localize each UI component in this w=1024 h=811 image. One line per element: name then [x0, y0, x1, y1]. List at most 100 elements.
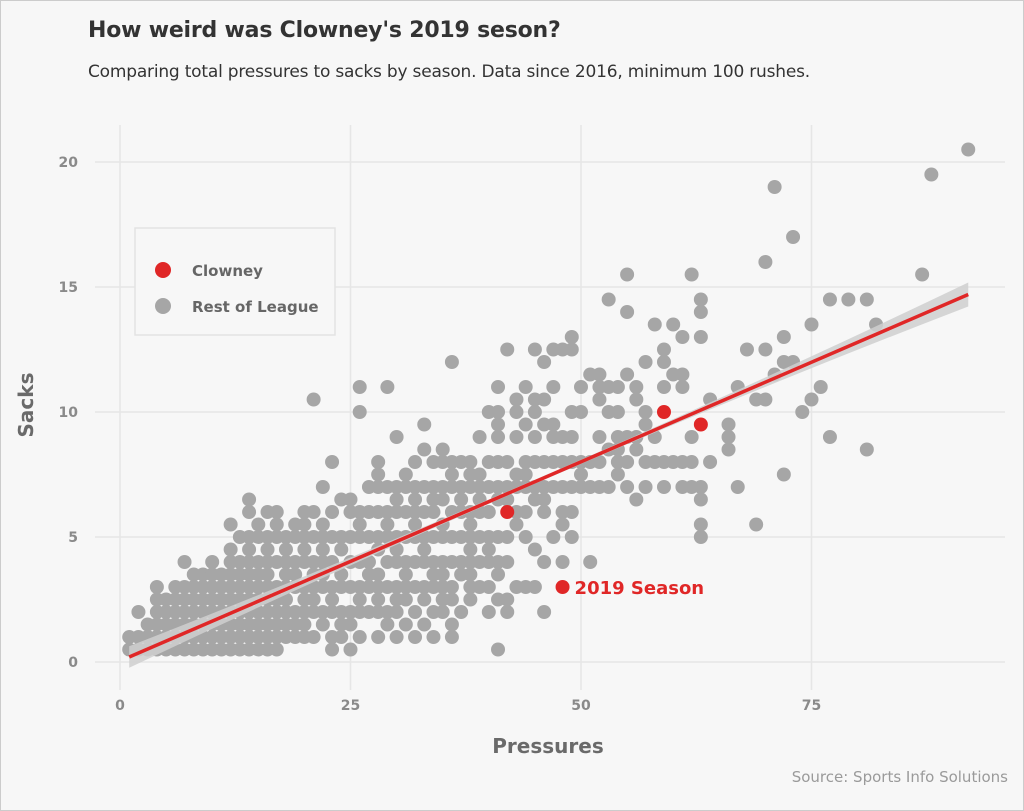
rest-of-league-point	[491, 417, 506, 432]
x-tick-label: 50	[571, 698, 591, 714]
rest-of-league-point	[325, 592, 340, 607]
x-tick-label: 75	[802, 698, 821, 714]
rest-of-league-point	[408, 517, 423, 532]
rest-of-league-point	[297, 542, 312, 557]
rest-of-league-point	[822, 292, 837, 307]
rest-of-league-point	[242, 492, 257, 507]
rest-of-league-point	[527, 342, 542, 357]
rest-of-league-point	[564, 430, 579, 444]
regression-line	[128, 292, 969, 659]
rest-of-league-point	[481, 505, 496, 519]
x-axis-label: Pressures	[492, 734, 603, 758]
rest-of-league-point	[638, 405, 653, 419]
rest-of-league-point	[491, 380, 506, 394]
rest-of-league-point	[325, 505, 340, 519]
rest-of-league-point	[721, 442, 736, 457]
rest-of-league-point	[325, 455, 340, 469]
rest-of-league-point	[444, 467, 459, 482]
rest-of-league-point	[537, 605, 552, 619]
rest-of-league-point	[518, 505, 533, 519]
rest-of-league-point	[555, 517, 570, 532]
rest-of-league-point	[629, 442, 644, 457]
rest-of-league-point	[500, 555, 515, 569]
rest-of-league-point	[463, 517, 478, 532]
rest-of-league-point	[389, 492, 404, 507]
rest-of-league-point	[574, 380, 588, 394]
rest-of-league-point	[463, 592, 478, 607]
rest-of-league-point	[352, 630, 367, 644]
rest-of-league-point	[398, 467, 413, 482]
rest-of-league-point	[666, 317, 681, 332]
rest-of-league-point	[915, 267, 930, 282]
rest-of-league-point	[638, 355, 653, 369]
rest-of-league-point	[555, 555, 570, 569]
rest-of-league-point	[564, 505, 579, 519]
rest-of-league-point	[417, 617, 432, 632]
rest-of-league-point	[177, 555, 192, 569]
rest-of-league-point	[610, 380, 625, 394]
rest-of-league-point	[509, 430, 524, 444]
rest-of-league-point	[380, 380, 395, 394]
rest-of-league-point	[389, 630, 404, 644]
rest-of-league-point	[149, 580, 164, 594]
rest-of-league-point	[315, 517, 330, 532]
rest-of-league-point	[426, 505, 441, 519]
rest-of-league-point	[343, 617, 358, 632]
rest-of-league-point	[435, 605, 450, 619]
rest-of-league-point	[684, 267, 699, 282]
y-tick-label: 15	[59, 280, 78, 296]
rest-of-league-point	[306, 630, 321, 644]
rest-of-league-point	[537, 555, 552, 569]
source-caption: Source: Sports Info Solutions	[791, 768, 1008, 786]
y-axis-label: Sacks	[14, 373, 38, 438]
rest-of-league-point	[804, 392, 819, 407]
rest-of-league-point	[721, 417, 736, 432]
rest-of-league-point	[629, 492, 644, 507]
rest-of-league-point	[592, 430, 607, 444]
rest-of-league-point	[509, 392, 524, 407]
clowney-point	[656, 405, 671, 419]
clowney-point	[500, 505, 515, 519]
rest-of-league-point	[408, 605, 423, 619]
rest-of-league-point	[527, 405, 542, 419]
rest-of-league-point	[620, 480, 635, 494]
rest-of-league-point	[592, 455, 607, 469]
y-tick-label: 0	[68, 655, 78, 671]
rest-of-league-point	[315, 617, 330, 632]
rest-of-league-point	[463, 455, 478, 469]
rest-of-league-point	[767, 180, 782, 194]
rest-of-league-point	[564, 530, 579, 544]
legend-box	[134, 227, 336, 336]
rest-of-league-point	[269, 505, 284, 519]
rest-of-league-point	[343, 642, 358, 657]
rest-of-league-point	[131, 605, 146, 619]
rest-of-league-point	[315, 480, 330, 494]
rest-of-league-point	[269, 517, 284, 532]
rest-of-league-point	[260, 542, 275, 557]
rest-of-league-point	[426, 630, 441, 644]
rest-of-league-point	[684, 430, 699, 444]
legend-rest-label: Rest of League	[192, 298, 319, 316]
rest-of-league-point	[472, 430, 487, 444]
rest-of-league-point	[758, 342, 773, 357]
rest-of-league-point	[463, 542, 478, 557]
rest-of-league-point	[371, 630, 386, 644]
rest-of-league-point	[435, 442, 450, 457]
rest-of-league-point	[776, 467, 791, 482]
rest-of-league-point	[389, 605, 404, 619]
clowney-point	[693, 417, 708, 432]
rest-of-league-point	[297, 617, 312, 632]
rest-of-league-point	[610, 467, 625, 482]
y-tick-label: 5	[68, 530, 78, 546]
rest-of-league-point	[564, 330, 579, 344]
rest-of-league-point	[758, 392, 773, 407]
rest-of-league-point	[693, 305, 708, 319]
rest-of-league-point	[859, 442, 874, 457]
rest-of-league-point	[306, 505, 321, 519]
rest-of-league-point	[546, 530, 561, 544]
rest-of-league-point	[481, 542, 496, 557]
rest-of-league-point	[315, 542, 330, 557]
rest-of-league-point	[454, 492, 469, 507]
rest-of-league-point	[306, 592, 321, 607]
rest-of-league-point	[693, 492, 708, 507]
